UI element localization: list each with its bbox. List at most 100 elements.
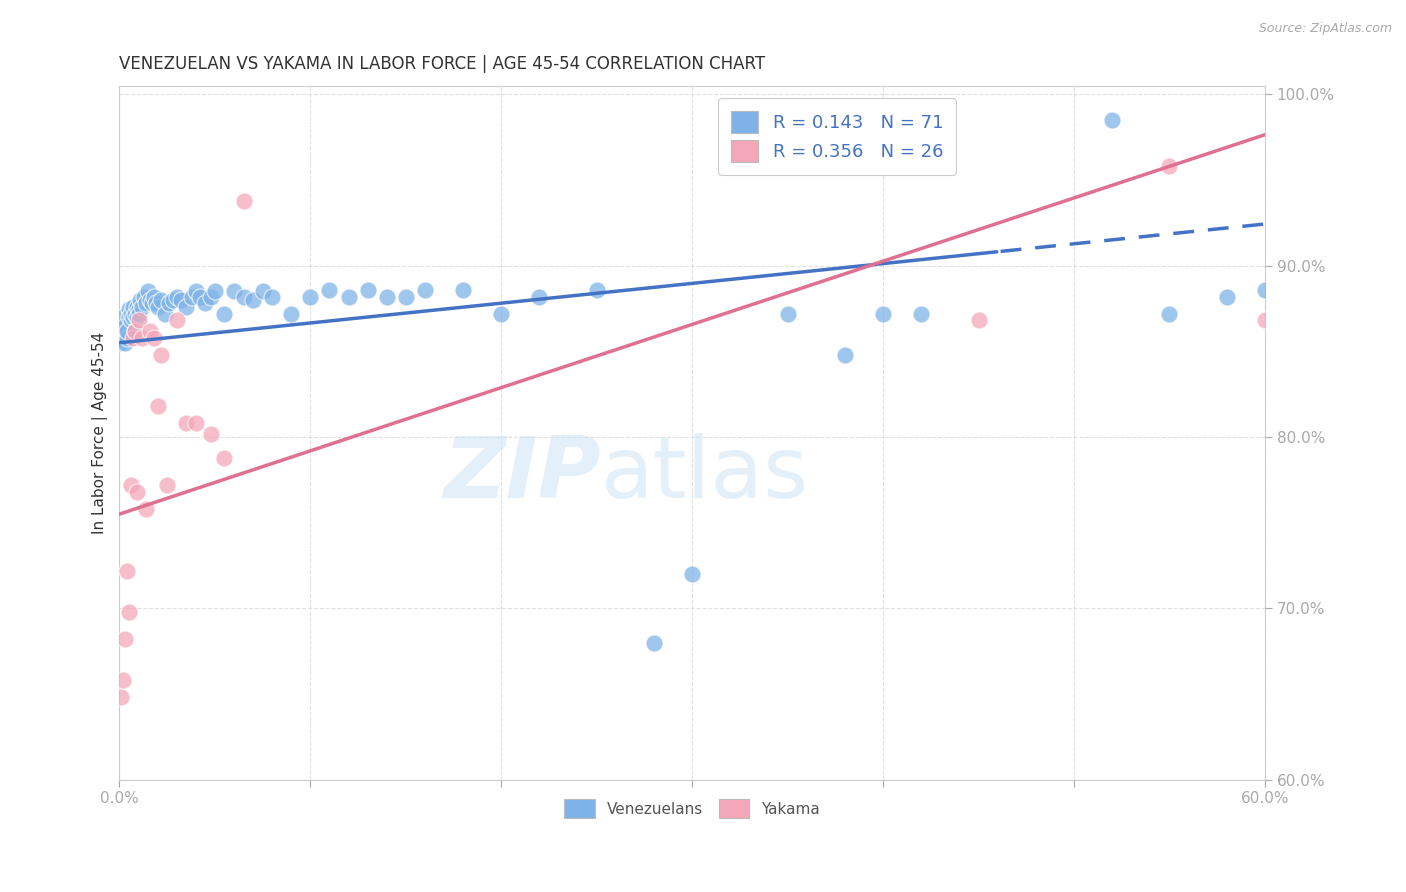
Point [139, 293, 162, 307]
Point [194, 296, 217, 310]
Point [125, 310, 148, 324]
Point [121, 331, 143, 345]
Point [129, 293, 152, 307]
Point [110, 318, 132, 333]
Point [188, 289, 211, 303]
Point [529, 289, 551, 303]
Point [375, 289, 398, 303]
Point [128, 313, 150, 327]
Text: Source: ZipAtlas.com: Source: ZipAtlas.com [1258, 22, 1392, 36]
Point [124, 324, 146, 338]
Y-axis label: In Labor Force | Age 45-54: In Labor Force | Age 45-54 [93, 332, 108, 533]
Text: VENEZUELAN VS YAKAMA IN LABOR FORCE | AGE 45-54 CORRELATION CHART: VENEZUELAN VS YAKAMA IN LABOR FORCE | AG… [120, 55, 765, 73]
Point [110, 690, 132, 705]
Point [166, 313, 188, 327]
Point [413, 283, 436, 297]
Point [134, 289, 156, 303]
Point [115, 564, 138, 578]
Point [135, 296, 157, 310]
Point [146, 300, 169, 314]
Point [120, 313, 142, 327]
Point [120, 307, 142, 321]
Point [451, 283, 474, 297]
Point [150, 293, 173, 307]
Point [156, 478, 179, 492]
Point [280, 307, 302, 321]
Point [157, 296, 180, 310]
Point [1159, 159, 1181, 173]
Point [337, 289, 360, 303]
Point [184, 285, 207, 299]
Point [776, 307, 799, 321]
Point [181, 289, 204, 303]
Point [114, 335, 136, 350]
Point [222, 285, 245, 299]
Point [967, 313, 990, 327]
Point [910, 307, 932, 321]
Point [166, 289, 188, 303]
Point [200, 426, 222, 441]
Point [118, 301, 141, 316]
Point [118, 605, 141, 619]
Text: atlas: atlas [600, 433, 808, 516]
Point [262, 289, 284, 303]
Point [135, 502, 157, 516]
Point [155, 307, 177, 321]
Point [395, 289, 418, 303]
Point [681, 567, 703, 582]
Point [112, 673, 135, 688]
Point [142, 331, 165, 345]
Point [142, 289, 165, 303]
Point [131, 300, 153, 314]
Point [112, 327, 135, 342]
Point [491, 307, 513, 321]
Point [1254, 283, 1277, 297]
Point [128, 301, 150, 316]
Point [872, 307, 894, 321]
Point [356, 283, 378, 297]
Point [204, 285, 226, 299]
Point [184, 417, 207, 431]
Point [242, 293, 264, 307]
Point [114, 318, 136, 333]
Point [150, 348, 173, 362]
Point [136, 285, 159, 299]
Point [174, 300, 197, 314]
Point [139, 324, 162, 338]
Point [118, 310, 141, 324]
Point [834, 348, 856, 362]
Point [232, 194, 254, 208]
Point [1159, 307, 1181, 321]
Point [131, 331, 153, 345]
Point [125, 484, 148, 499]
Point [214, 450, 236, 465]
Point [1254, 313, 1277, 327]
Point [125, 300, 148, 314]
Point [318, 283, 340, 297]
Point [115, 331, 138, 345]
Point [110, 335, 132, 350]
Point [200, 289, 222, 303]
Point [145, 296, 167, 310]
Point [124, 324, 146, 338]
Point [1216, 289, 1239, 303]
Point [232, 289, 254, 303]
Text: ZIP: ZIP [443, 433, 600, 516]
Point [115, 324, 138, 338]
Point [162, 293, 184, 307]
Point [146, 399, 169, 413]
Point [114, 632, 136, 647]
Point [121, 300, 143, 314]
Point [252, 285, 274, 299]
Point [120, 478, 142, 492]
Point [585, 283, 607, 297]
Point [169, 293, 191, 307]
Point [141, 296, 163, 310]
Point [214, 307, 236, 321]
Point [128, 307, 150, 321]
Point [174, 417, 197, 431]
Point [112, 310, 135, 324]
Point [121, 310, 143, 324]
Legend: Venezuelans, Yakama: Venezuelans, Yakama [558, 793, 827, 824]
Point [124, 307, 146, 321]
